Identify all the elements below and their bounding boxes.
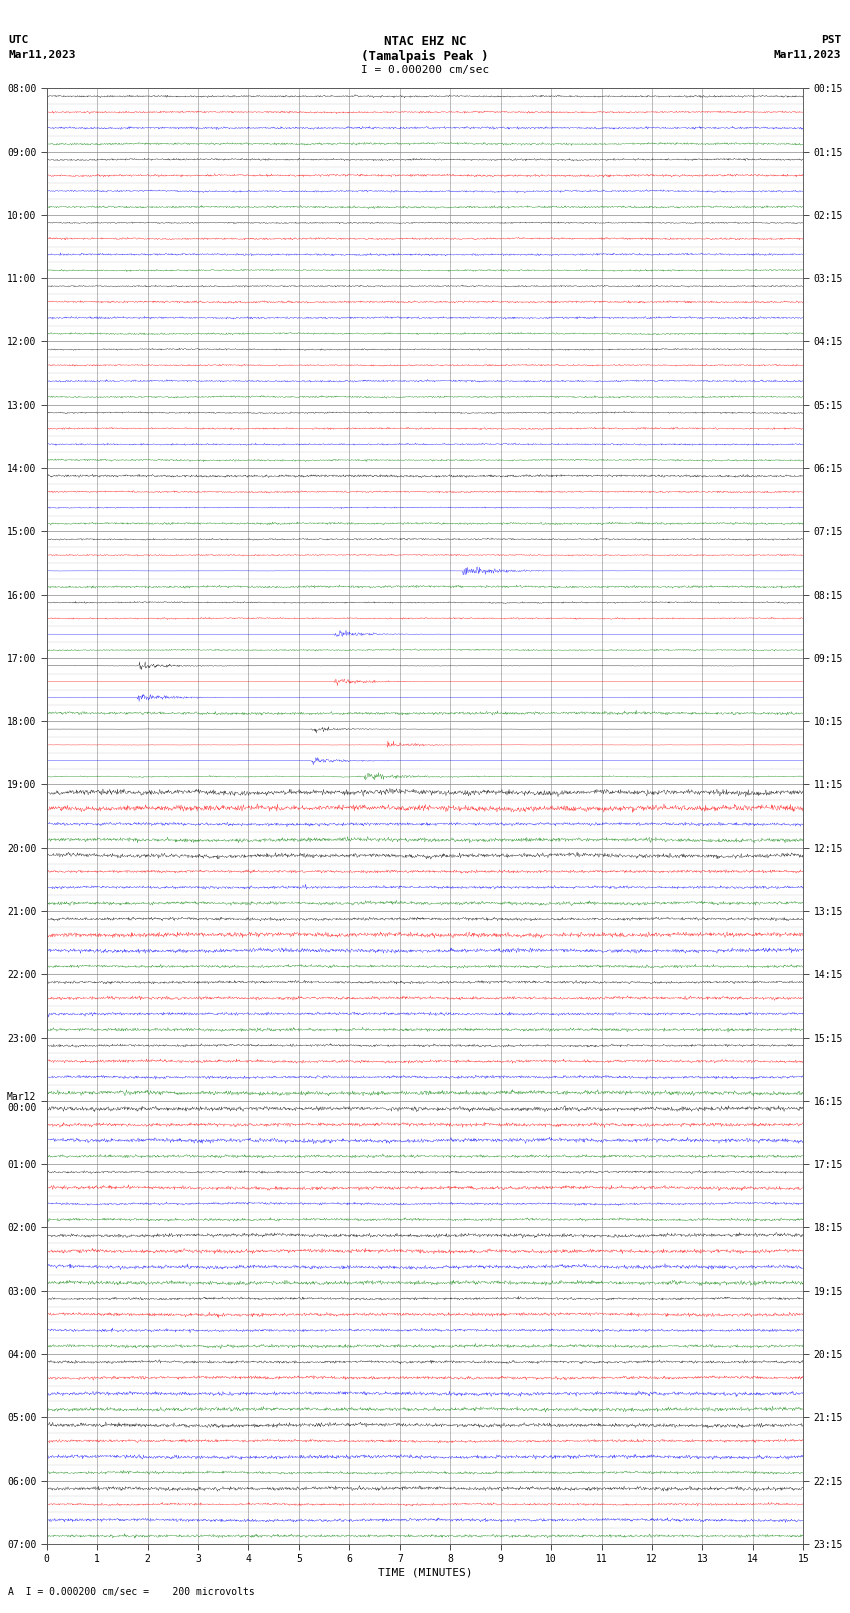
Text: I = 0.000200 cm/sec: I = 0.000200 cm/sec	[361, 65, 489, 74]
Text: NTAC EHZ NC: NTAC EHZ NC	[383, 35, 467, 48]
Text: UTC: UTC	[8, 35, 29, 45]
Text: (Tamalpais Peak ): (Tamalpais Peak )	[361, 50, 489, 63]
Text: Mar11,2023: Mar11,2023	[774, 50, 842, 60]
Text: A  I = 0.000200 cm/sec =    200 microvolts: A I = 0.000200 cm/sec = 200 microvolts	[8, 1587, 255, 1597]
Text: PST: PST	[821, 35, 842, 45]
Text: Mar11,2023: Mar11,2023	[8, 50, 76, 60]
X-axis label: TIME (MINUTES): TIME (MINUTES)	[377, 1566, 473, 1578]
